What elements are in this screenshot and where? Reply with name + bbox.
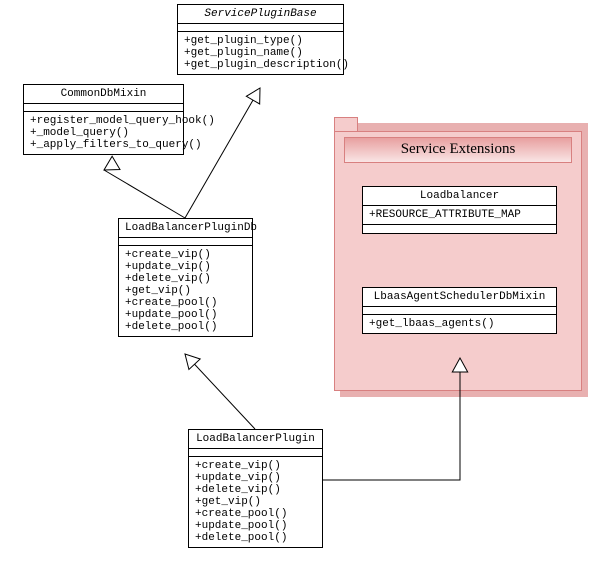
class-attrs: [119, 238, 252, 246]
class-ops: +get_lbaas_agents(): [363, 315, 556, 333]
package-body: [334, 131, 582, 391]
class-ops: +register_model_query_hook() +_model_que…: [24, 112, 183, 154]
package-tab: [334, 117, 358, 131]
class-name: Loadbalancer: [363, 187, 556, 206]
class-attrs: [178, 24, 343, 32]
class-name: ServicePluginBase: [178, 5, 343, 24]
class-ops: +create_vip() +update_vip() +delete_vip(…: [119, 246, 252, 336]
class-name: LoadBalancerPlugin: [189, 430, 322, 449]
class-ops: +get_plugin_type() +get_plugin_name() +g…: [178, 32, 343, 74]
class-service-plugin-base: ServicePluginBase +get_plugin_type() +ge…: [177, 4, 344, 75]
class-common-db-mixin: CommonDbMixin +register_model_query_hook…: [23, 84, 184, 155]
class-name: LbaasAgentSchedulerDbMixin: [363, 288, 556, 307]
class-lbaas-agent-scheduler-db-mixin: LbaasAgentSchedulerDbMixin +get_lbaas_ag…: [362, 287, 557, 334]
class-name: CommonDbMixin: [24, 85, 183, 104]
class-load-balancer-plugin: LoadBalancerPlugin +create_vip() +update…: [188, 429, 323, 548]
class-ops: [363, 225, 556, 233]
class-attrs: [363, 307, 556, 315]
package-title: Service Extensions: [344, 141, 572, 158]
class-attrs: [24, 104, 183, 112]
class-name: LoadBalancerPluginDb: [119, 219, 252, 238]
class-loadbalancer: Loadbalancer +RESOURCE_ATTRIBUTE_MAP: [362, 186, 557, 234]
class-ops: +create_vip() +update_vip() +delete_vip(…: [189, 457, 322, 547]
class-attrs: [189, 449, 322, 457]
class-load-balancer-plugin-db: LoadBalancerPluginDb +create_vip() +upda…: [118, 218, 253, 337]
class-attrs: +RESOURCE_ATTRIBUTE_MAP: [363, 206, 556, 225]
